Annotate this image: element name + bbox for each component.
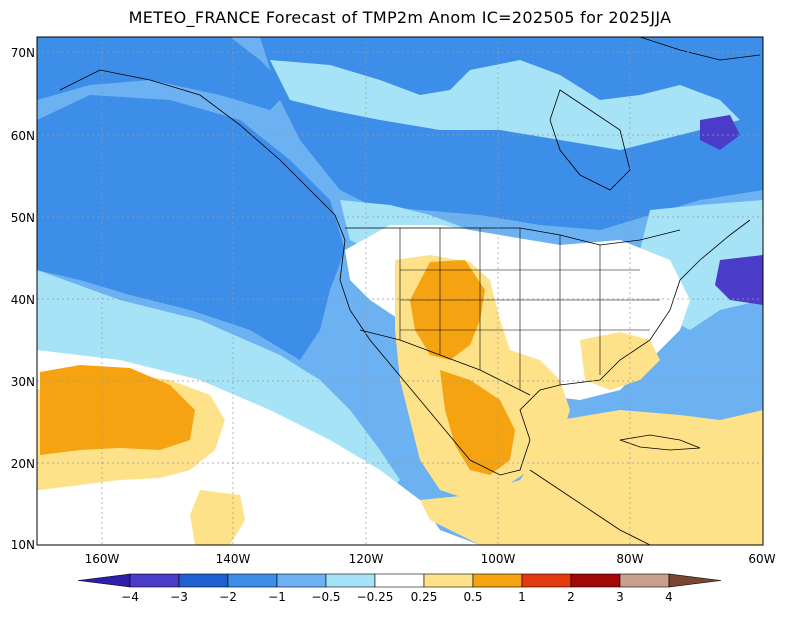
colorbar-segment (276, 573, 327, 588)
very-cold-labrador (700, 115, 740, 150)
map-frame (36, 36, 764, 546)
map-title: METEO_FRANCE Forecast of TMP2m Anom IC=2… (128, 8, 672, 27)
colorbar-label: 3 (616, 590, 624, 604)
warm-anomaly-tropical-pacific (190, 490, 245, 545)
colorbar-label: −2 (219, 590, 237, 604)
colorbar-label: 0.25 (411, 590, 438, 604)
lat-label: 60N (11, 129, 35, 143)
colorbar-label: 1 (518, 590, 526, 604)
pacific-cold-anomaly (37, 95, 345, 360)
colorbar-label: 4 (665, 590, 673, 604)
colorbar-segment (423, 573, 474, 588)
colorbar-arrow-low (77, 573, 131, 588)
colorbar-segment (619, 573, 670, 588)
coastlines (59, 37, 761, 545)
colorbar: −4 −3 −2 −1 −0.5 −0.25 0.25 0.5 1 2 3 4 (77, 573, 722, 604)
colorbar-segment (129, 573, 180, 588)
colorbar-segment (227, 573, 278, 588)
warm-core-hawaii (40, 365, 195, 455)
lon-label: 80W (616, 552, 643, 566)
colorbar-label: 0.5 (463, 590, 482, 604)
lat-label: 40N (11, 293, 35, 307)
colorbar-segment (521, 573, 572, 588)
lon-label: 140W (216, 552, 251, 566)
central-america-coast (529, 469, 651, 545)
colorbar-segment (374, 573, 425, 588)
lon-label: 160W (85, 552, 120, 566)
map-field (37, 37, 763, 545)
colorbar-label: −3 (170, 590, 188, 604)
cuba-outline (619, 434, 701, 451)
longitude-labels: 160W 140W 120W 100W 80W 60W (85, 552, 776, 566)
hudson-bay-coast (549, 89, 631, 191)
graticule (37, 37, 763, 545)
colorbar-label: −4 (121, 590, 139, 604)
colorbar-arrow-high (668, 573, 722, 588)
greenland-coast (639, 37, 761, 61)
lat-label: 10N (11, 538, 35, 552)
colorbar-label: −0.5 (311, 590, 340, 604)
warm-core-rockies (410, 260, 485, 360)
lat-label: 70N (11, 46, 35, 60)
lon-label: 60W (748, 552, 775, 566)
colorbar-segment (570, 573, 621, 588)
colorbar-label: 2 (567, 590, 575, 604)
colorbar-label: −0.25 (357, 590, 394, 604)
lat-label: 20N (11, 457, 35, 471)
latitude-labels: 70N 60N 50N 40N 30N 20N 10N (11, 46, 35, 552)
warm-core-mexico (440, 370, 515, 475)
us-mexico-border (359, 329, 531, 396)
very-cold-atlantic (715, 255, 763, 305)
us-canada-border (345, 227, 681, 246)
mild-cold-band-canada (270, 60, 740, 150)
colorbar-segment (178, 573, 229, 588)
lat-label: 30N (11, 375, 35, 389)
colorbar-segment (325, 573, 376, 588)
colorbar-label: −1 (268, 590, 286, 604)
lon-label: 120W (349, 552, 384, 566)
alaska-cold-anomaly (37, 37, 290, 110)
warm-anomaly-caribbean (420, 410, 763, 545)
colorbar-segment (472, 573, 523, 588)
north-america-coast (59, 69, 751, 476)
lat-label: 50N (11, 211, 35, 225)
state-lines (399, 228, 660, 390)
lon-label: 100W (481, 552, 516, 566)
